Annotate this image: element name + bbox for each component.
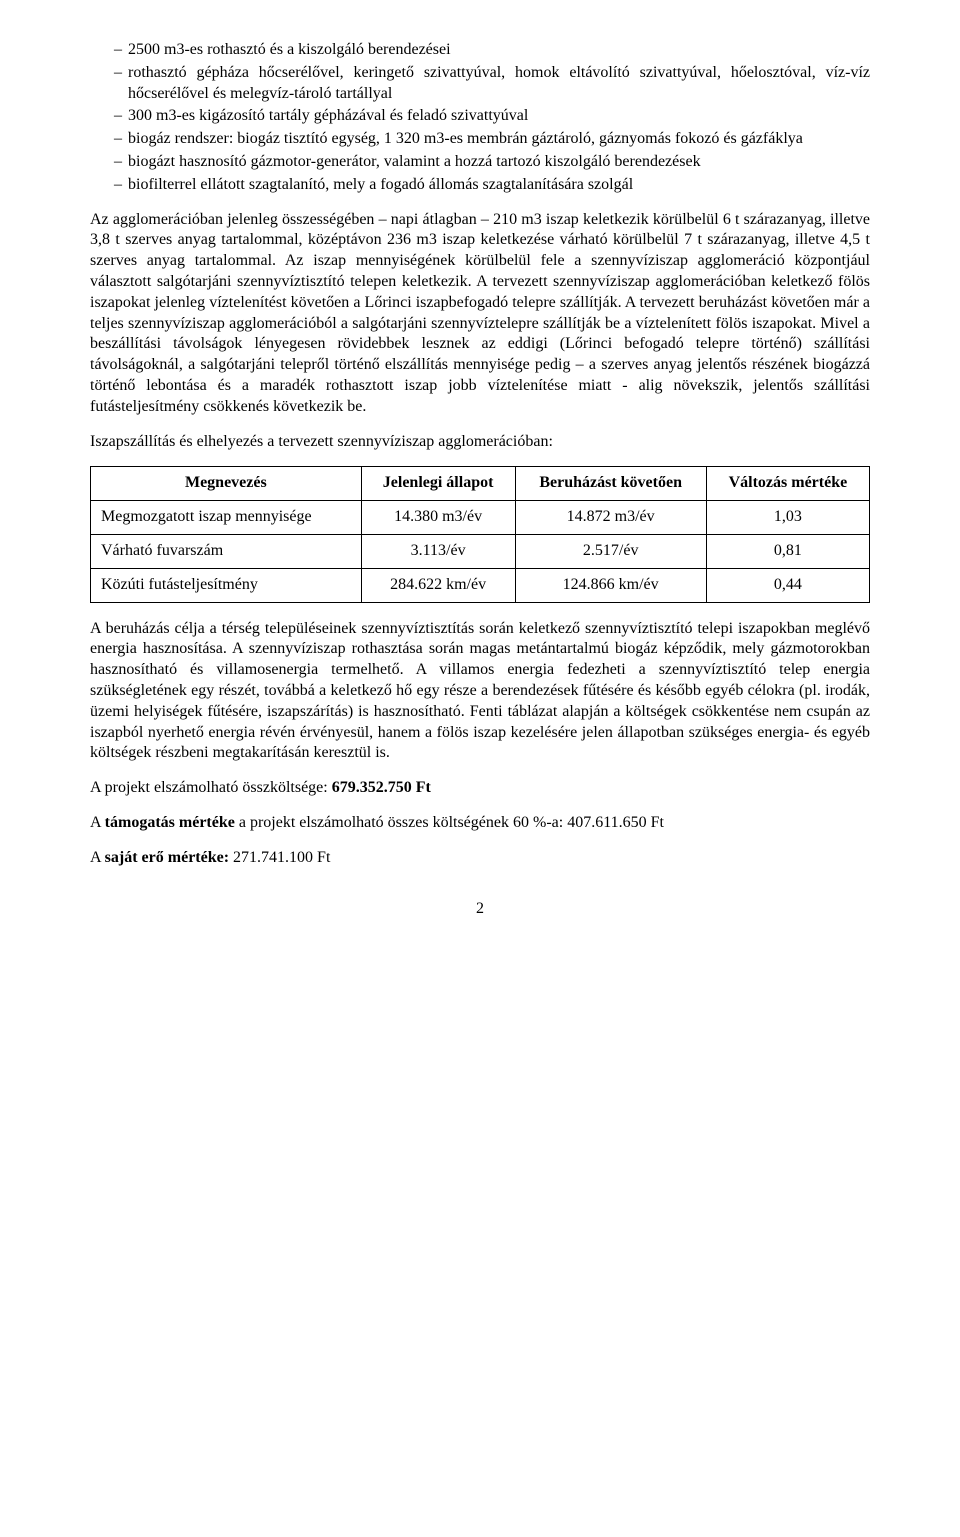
list-item-text: biogázt hasznosító gázmotor-generátor, v… xyxy=(128,152,870,173)
cell: 284.622 km/év xyxy=(361,568,515,602)
list-item-text: rothasztó gépháza hőcserélővel, keringet… xyxy=(128,63,870,105)
col-header: Jelenlegi állapot xyxy=(361,467,515,501)
cost-value: 679.352.750 Ft xyxy=(332,779,431,796)
table-row: Megmozgatott iszap mennyisége 14.380 m3/… xyxy=(91,501,870,535)
list-item: – biogázt hasznosító gázmotor-generátor,… xyxy=(90,152,870,173)
page-number: 2 xyxy=(90,899,870,920)
cell: 14.872 m3/év xyxy=(515,501,706,535)
bullet-list: – 2500 m3-es rothasztó és a kiszolgáló b… xyxy=(90,40,870,196)
list-item-text: biogáz rendszer: biogáz tisztító egység,… xyxy=(128,129,870,150)
support-bold: támogatás mértéke xyxy=(105,814,235,831)
list-item: – biogáz rendszer: biogáz tisztító egysé… xyxy=(90,129,870,150)
paragraph-table-intro: Iszapszállítás és elhelyezés a tervezett… xyxy=(90,432,870,453)
col-header: Megnevezés xyxy=(91,467,362,501)
list-item: – rothasztó gépháza hőcserélővel, kering… xyxy=(90,63,870,105)
list-item-text: 300 m3-es kigázosító tartály gépházával … xyxy=(128,106,870,127)
cell: 124.866 km/év xyxy=(515,568,706,602)
table-header-row: Megnevezés Jelenlegi állapot Beruházást … xyxy=(91,467,870,501)
dash-icon: – xyxy=(90,129,128,150)
own-prefix: A xyxy=(90,849,105,866)
col-header: Változás mértéke xyxy=(706,467,869,501)
list-item: – 2500 m3-es rothasztó és a kiszolgáló b… xyxy=(90,40,870,61)
cell: 14.380 m3/év xyxy=(361,501,515,535)
table-row: Várható fuvarszám 3.113/év 2.517/év 0,81 xyxy=(91,534,870,568)
list-item-text: 2500 m3-es rothasztó és a kiszolgáló ber… xyxy=(128,40,870,61)
dash-icon: – xyxy=(90,106,128,127)
data-table: Megnevezés Jelenlegi állapot Beruházást … xyxy=(90,466,870,602)
table-row: Közúti futásteljesítmény 284.622 km/év 1… xyxy=(91,568,870,602)
list-item: – biofilterrel ellátott szagtalanító, me… xyxy=(90,175,870,196)
list-item-text: biofilterrel ellátott szagtalanító, mely… xyxy=(128,175,870,196)
paragraph-summary: A beruházás célja a térség településeine… xyxy=(90,619,870,765)
dash-icon: – xyxy=(90,40,128,61)
paragraph-main: Az agglomerációban jelenleg összességébe… xyxy=(90,210,870,418)
own-value: 271.741.100 Ft xyxy=(229,849,330,866)
cell: 1,03 xyxy=(706,501,869,535)
cell: 3.113/év xyxy=(361,534,515,568)
cell: 0,44 xyxy=(706,568,869,602)
list-item: – 300 m3-es kigázosító tartály gépházáva… xyxy=(90,106,870,127)
support-line: A támogatás mértéke a projekt elszámolha… xyxy=(90,813,870,834)
cell: Várható fuvarszám xyxy=(91,534,362,568)
cost-prefix: A projekt elszámolható összköltsége: xyxy=(90,779,332,796)
own-funds-line: A saját erő mértéke: 271.741.100 Ft xyxy=(90,848,870,869)
cell: Közúti futásteljesítmény xyxy=(91,568,362,602)
col-header: Beruházást követően xyxy=(515,467,706,501)
dash-icon: – xyxy=(90,175,128,196)
dash-icon: – xyxy=(90,152,128,173)
dash-icon: – xyxy=(90,63,128,84)
support-rest: a projekt elszámolható összes költségéne… xyxy=(235,814,664,831)
support-prefix: A xyxy=(90,814,105,831)
cell: 2.517/év xyxy=(515,534,706,568)
cell: 0,81 xyxy=(706,534,869,568)
cell: Megmozgatott iszap mennyisége xyxy=(91,501,362,535)
own-bold: saját erő mértéke: xyxy=(105,849,229,866)
total-cost-line: A projekt elszámolható összköltsége: 679… xyxy=(90,778,870,799)
